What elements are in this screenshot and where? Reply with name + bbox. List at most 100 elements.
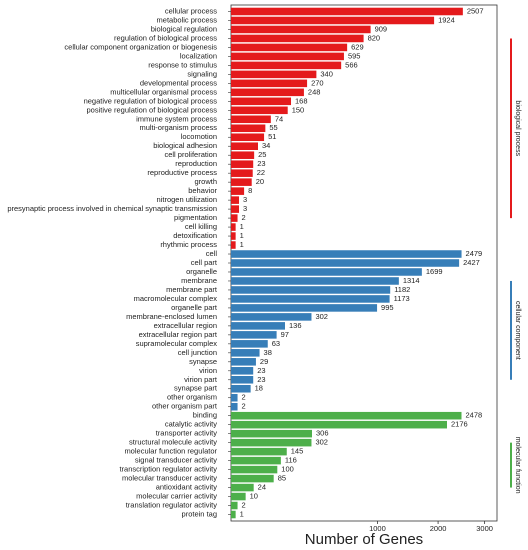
bar <box>231 402 238 411</box>
value-label: 340 <box>320 69 333 78</box>
bar <box>231 7 463 16</box>
bar <box>231 88 304 97</box>
bar <box>231 340 268 348</box>
category-label: developmental process <box>140 78 217 87</box>
category-label: detoxification <box>173 231 217 240</box>
bar <box>231 322 286 330</box>
bar <box>231 151 255 159</box>
value-label: 1924 <box>438 15 455 24</box>
value-label: 100 <box>281 465 294 474</box>
category-label: membrane part <box>166 285 218 294</box>
category-label: behavior <box>188 186 217 195</box>
value-label: 150 <box>292 105 305 114</box>
category-label: organelle <box>186 267 217 276</box>
bar <box>231 268 422 276</box>
bar <box>231 501 238 510</box>
bar <box>231 313 312 321</box>
bar <box>231 483 254 492</box>
bar <box>231 61 342 70</box>
x-tick-label: 1000 <box>369 524 386 533</box>
value-label: 566 <box>345 60 358 69</box>
bar <box>231 196 240 204</box>
value-label: 136 <box>289 321 302 330</box>
value-label: 1699 <box>426 267 443 276</box>
category-label: membrane <box>181 276 217 285</box>
category-label: virion part <box>184 375 218 384</box>
category-label: pigmentation <box>174 213 217 222</box>
category-label: translation regulator activity <box>126 501 218 510</box>
bar <box>231 304 378 312</box>
bar <box>231 510 236 519</box>
value-label: 34 <box>262 141 270 150</box>
category-label: transcription regulator activity <box>119 465 217 474</box>
bar <box>231 142 259 151</box>
category-label: nitrogen utilization <box>157 195 217 204</box>
value-label: 55 <box>269 123 277 132</box>
bar <box>231 358 256 366</box>
category-label: negative regulation of biological proces… <box>84 96 218 105</box>
value-label: 2176 <box>451 420 468 429</box>
category-label: membrane-enclosed lumen <box>126 312 217 321</box>
category-label: virion <box>199 366 217 375</box>
category-label: molecular carrier activity <box>136 492 217 501</box>
value-label: 18 <box>255 384 263 393</box>
bar <box>231 429 313 438</box>
value-label: 51 <box>268 132 276 141</box>
bar <box>231 214 238 222</box>
value-label: 74 <box>275 114 283 123</box>
category-label: extracellular region <box>154 321 217 330</box>
bar <box>231 232 236 240</box>
category-label: supramolecular complex <box>136 339 218 348</box>
category-label: reproductive process <box>147 168 217 177</box>
value-label: 25 <box>258 150 266 159</box>
value-label: 38 <box>264 348 272 357</box>
category-label: biological regulation <box>151 24 217 33</box>
bar <box>231 25 371 34</box>
value-label: 248 <box>308 87 321 96</box>
value-label: 1314 <box>403 276 420 285</box>
bar <box>231 420 448 429</box>
bar <box>231 295 390 303</box>
value-label: 10 <box>250 492 258 501</box>
value-label: 24 <box>258 483 266 492</box>
value-label: 20 <box>256 177 264 186</box>
group-label: cellular component <box>514 301 521 360</box>
category-label: presynaptic process involved in chemical… <box>7 204 217 213</box>
value-label: 85 <box>278 474 286 483</box>
category-label: metabolic process <box>157 15 218 24</box>
category-label: other organism <box>167 393 217 402</box>
category-label: transporter activity <box>156 429 218 438</box>
bar <box>231 115 271 124</box>
category-label: antioxidant activity <box>156 483 218 492</box>
bar <box>231 456 281 465</box>
bar <box>231 438 312 447</box>
category-label: cell part <box>191 258 218 267</box>
value-label: 1 <box>240 240 244 249</box>
category-label: extracellular region part <box>139 330 218 339</box>
value-label: 302 <box>315 312 328 321</box>
bar <box>231 34 364 43</box>
category-label: multicellular organismal process <box>110 87 217 96</box>
category-label: localization <box>180 51 217 60</box>
value-label: 63 <box>272 339 280 348</box>
category-label: locomotion <box>181 132 217 141</box>
bar <box>231 178 252 186</box>
bar <box>231 43 348 52</box>
value-label: 2 <box>242 501 246 510</box>
category-label: other organism part <box>152 402 218 411</box>
category-label: structural molecule activity <box>129 438 217 447</box>
value-label: 2478 <box>466 411 483 420</box>
category-label: cellular component organization or bioge… <box>64 42 217 51</box>
value-label: 3 <box>243 204 247 213</box>
value-label: 23 <box>257 366 265 375</box>
bar <box>231 384 251 393</box>
bar <box>231 124 266 133</box>
bar <box>231 241 236 249</box>
x-axis-label: Number of Genes <box>305 531 423 548</box>
value-label: 2 <box>242 393 246 402</box>
category-label: binding <box>193 411 217 420</box>
x-tick-label: 2000 <box>430 524 447 533</box>
bar <box>231 223 236 231</box>
bar <box>231 52 344 61</box>
